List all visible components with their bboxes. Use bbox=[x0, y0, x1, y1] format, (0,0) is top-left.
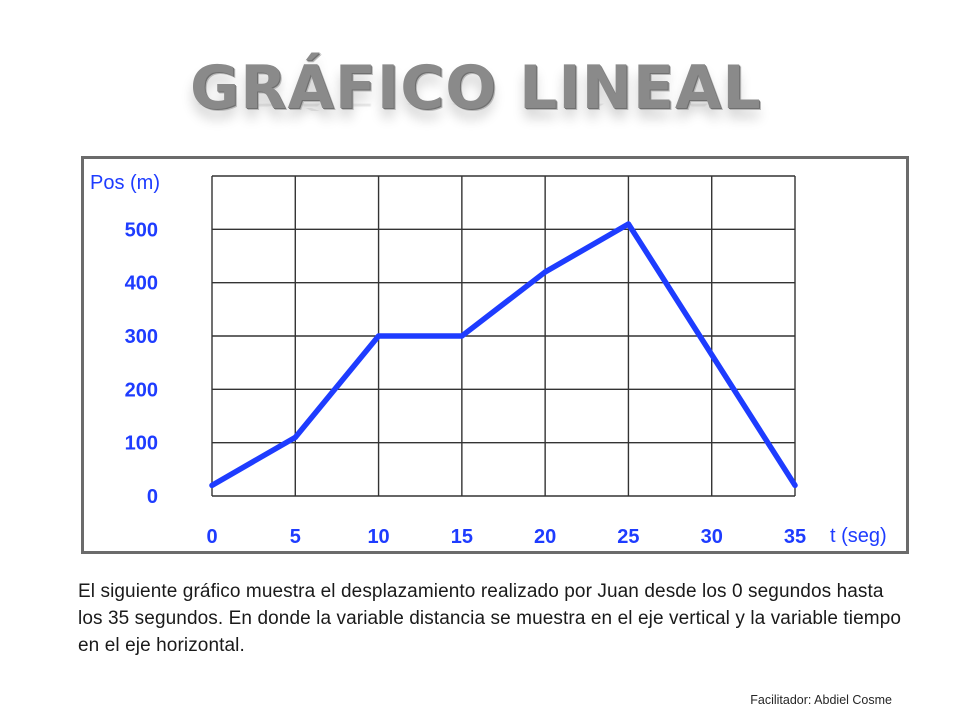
description-text: El siguiente gráfico muestra el desplaza… bbox=[78, 581, 902, 656]
x-tick-label: 20 bbox=[534, 526, 556, 548]
x-tick-label: 0 bbox=[206, 526, 217, 548]
data-point bbox=[292, 434, 298, 440]
y-tick-label: 0 bbox=[147, 486, 158, 508]
x-tick-label: 25 bbox=[617, 526, 639, 548]
y-axis-label: Pos (m) bbox=[90, 172, 160, 194]
label-layer: Pos (m) t (seg) 0 100 200 300 400 500 0 5 10 15 20… bbox=[90, 172, 887, 548]
y-tick-label: 100 bbox=[125, 433, 158, 455]
x-tick-label: 15 bbox=[451, 526, 473, 548]
y-tick-label: 400 bbox=[125, 273, 158, 295]
series-line bbox=[209, 221, 798, 489]
data-point bbox=[625, 221, 632, 227]
x-tick-label: 5 bbox=[290, 526, 301, 548]
facilitator-credit: Facilitador: Abdiel Cosme bbox=[750, 693, 892, 707]
data-point bbox=[792, 482, 798, 488]
data-point bbox=[375, 333, 382, 339]
slide-title: GRÁFICO LINEAL bbox=[190, 48, 761, 128]
line-chart: Pos (m) t (seg) 0 100 200 300 400 500 0 5 10 15 20… bbox=[90, 172, 887, 548]
x-tick-label: 35 bbox=[784, 526, 806, 548]
slide-title-text: GRÁFICO LINEAL bbox=[190, 53, 762, 123]
series-layer bbox=[209, 221, 798, 489]
y-tick-label: 200 bbox=[125, 379, 158, 401]
data-point bbox=[459, 333, 465, 339]
data-point bbox=[209, 482, 215, 488]
x-axis-label: t (seg) bbox=[830, 525, 887, 547]
y-tick-label: 300 bbox=[125, 326, 158, 348]
y-tick-label: 500 bbox=[125, 219, 158, 241]
chart-frame: Pos (m) t (seg) 0 100 200 300 400 500 0 5 10 15 20… bbox=[81, 156, 909, 554]
data-point bbox=[542, 269, 548, 275]
grid-layer bbox=[211, 175, 796, 497]
x-tick-label: 30 bbox=[701, 526, 723, 548]
x-tick-label: 10 bbox=[367, 526, 389, 548]
